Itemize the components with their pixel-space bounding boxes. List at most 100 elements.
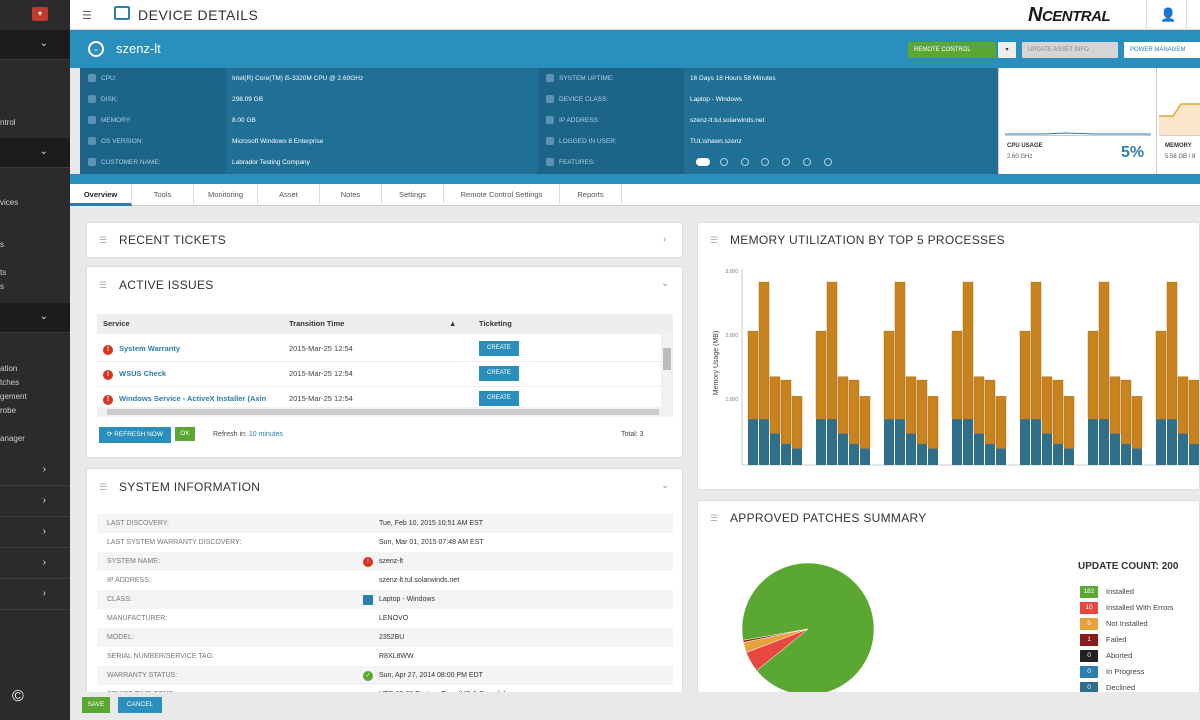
collapse-icon[interactable]: ▾ <box>32 7 48 21</box>
sidebar-row[interactable]: › <box>0 517 70 548</box>
user-icon[interactable]: 👤 <box>1160 7 1177 22</box>
sidebar-item[interactable]: gement <box>0 392 27 401</box>
create-ticket-button[interactable]: CREATE <box>479 391 519 406</box>
info-label-column <box>80 68 226 174</box>
recent-tickets-panel[interactable]: ☰ RECENT TICKETS › <box>86 222 683 258</box>
drag-handle-icon[interactable]: ☰ <box>99 280 108 290</box>
refresh-interval-link[interactable]: 10 minutes <box>248 431 284 438</box>
memory-label: MEMORY <box>1165 143 1192 149</box>
ncentral-logo: NCENTRAL <box>1028 4 1111 26</box>
bar-lower <box>748 419 758 465</box>
remote-control-button[interactable]: REMOTE CONTROL <box>908 42 996 58</box>
feature-icon[interactable] <box>803 158 812 167</box>
sidebar-item[interactable]: s <box>0 240 4 249</box>
column-header-ticketing[interactable]: Ticketing <box>479 319 512 328</box>
power-management-button[interactable]: POWER MANAGEM <box>1124 42 1200 58</box>
chevron-down-icon[interactable]: ⌄ <box>661 480 670 491</box>
legend-label: Not Installed <box>1106 619 1148 629</box>
bar-lower <box>781 444 791 465</box>
sidebar-item[interactable]: robe <box>0 406 17 415</box>
chevron-right-icon: › <box>42 464 46 475</box>
sort-arrow-icon[interactable]: ▲ <box>449 319 457 328</box>
bar-lower <box>759 419 769 465</box>
feature-icon[interactable] <box>719 158 728 167</box>
bar-lower <box>838 433 848 465</box>
info-value: Intel(R) Core(TM) i5-3320M CPU @ 2.60GHz <box>232 75 364 82</box>
remote-control-dropdown[interactable]: ▾ <box>998 42 1016 58</box>
bar-lower <box>1099 419 1109 465</box>
tab-asset[interactable]: Asset <box>258 184 320 206</box>
service-link[interactable]: System Warranty <box>119 344 180 353</box>
column-header-transition-time[interactable]: Transition Time <box>289 319 345 328</box>
tab-tools[interactable]: Tools <box>132 184 194 206</box>
bar-upper <box>1109 376 1121 434</box>
info-row: LAST DISCOVERY: Tue, Feb 10, 2015 10:51 A… <box>97 514 673 533</box>
scroll-thumb[interactable] <box>663 348 671 370</box>
sidebar-item[interactable]: s <box>0 282 4 291</box>
drag-handle-icon[interactable]: ☰ <box>99 482 108 492</box>
refresh-now-button[interactable]: ⟳ REFRESH NOW <box>99 427 171 443</box>
drag-handle-icon[interactable]: ☰ <box>99 235 108 245</box>
save-button[interactable]: SAVE <box>82 697 110 713</box>
tab-bar: Overview Tools Monitoring Asset Notes Se… <box>70 184 1200 206</box>
sidebar-item[interactable]: ntrol <box>0 118 16 127</box>
vertical-scrollbar[interactable] <box>661 334 673 407</box>
feature-icon[interactable] <box>740 158 749 167</box>
sidebar-row[interactable]: › <box>0 486 70 517</box>
drag-handle-icon[interactable]: ☰ <box>710 513 719 523</box>
bar-upper <box>747 330 759 420</box>
expand-circle-icon[interactable]: ⌄ <box>88 41 104 57</box>
info-row: LAST SYSTEM WARRANTY DISCOVERY: Sun, Mar … <box>107 539 484 546</box>
bar-upper <box>1063 396 1075 449</box>
bar-lower <box>906 433 916 465</box>
legend-label: Installed With Errors <box>1106 603 1174 613</box>
bar-upper <box>883 330 895 420</box>
cancel-button[interactable]: CANCEL <box>118 697 162 713</box>
sidebar-section-2[interactable]: ⌄ <box>0 138 70 168</box>
service-link[interactable]: Windows Service - ActiveX Installer (Axi… <box>119 394 267 403</box>
feature-icon[interactable] <box>823 158 832 167</box>
menu-icon[interactable]: ☰ <box>82 10 92 22</box>
tab-settings[interactable]: Settings <box>382 184 444 206</box>
tab-monitoring[interactable]: Monitoring <box>194 184 258 206</box>
bar-lower <box>1110 433 1120 465</box>
sidebar-item[interactable]: anager <box>0 434 25 443</box>
bar-upper <box>848 379 860 445</box>
chevron-down-icon[interactable]: ⌄ <box>661 278 670 289</box>
sidebar-row[interactable]: › <box>0 548 70 579</box>
tab-remote-control-settings[interactable]: Remote Control Settings <box>444 184 560 206</box>
sidebar-section-1[interactable]: ⌄ <box>0 30 70 60</box>
column-header-service[interactable]: Service <box>103 319 130 328</box>
feature-icon[interactable] <box>782 158 791 167</box>
drag-handle-icon[interactable]: ☰ <box>710 235 719 245</box>
bar-upper <box>780 379 792 445</box>
service-link[interactable]: WSUS Check <box>119 369 167 378</box>
sidebar-row[interactable]: › <box>0 579 70 610</box>
update-asset-info-button[interactable]: UPDATE ASSET INFO <box>1022 42 1118 58</box>
sidebar-row[interactable]: › <box>0 455 70 486</box>
sidebar-item[interactable]: ts <box>0 268 7 277</box>
header-stripe <box>70 174 1200 184</box>
sidebar-item[interactable]: tches <box>0 378 20 387</box>
bar-lower <box>974 433 984 465</box>
ok-button[interactable]: OK <box>175 427 195 441</box>
bar-lower <box>1031 419 1041 465</box>
feature-icon[interactable] <box>761 158 770 167</box>
sidebar-item[interactable]: vices <box>0 198 19 207</box>
tab-reports[interactable]: Reports <box>560 184 622 206</box>
laptop-icon <box>363 595 373 605</box>
tab-overview[interactable]: Overview <box>70 184 132 206</box>
tab-notes[interactable]: Notes <box>320 184 382 206</box>
horizontal-scrollbar[interactable] <box>97 407 673 417</box>
y-tick-label: 3,000 <box>725 269 738 275</box>
chevron-right-icon[interactable]: › <box>663 234 667 245</box>
sidebar-section-3[interactable]: ⌄ <box>0 303 70 333</box>
scroll-thumb[interactable] <box>107 409 659 415</box>
legend-item: 0 Aborted <box>1080 649 1132 663</box>
create-ticket-button[interactable]: CREATE <box>479 341 519 356</box>
sidebar-item[interactable]: ation <box>0 364 18 373</box>
create-ticket-button[interactable]: CREATE <box>479 366 519 381</box>
bar-lower <box>1167 419 1177 465</box>
legend-item: 1 Failed <box>1080 633 1126 647</box>
active-issues-panel: ☰ ACTIVE ISSUES ⌄ Service Transition Tim… <box>86 266 683 458</box>
